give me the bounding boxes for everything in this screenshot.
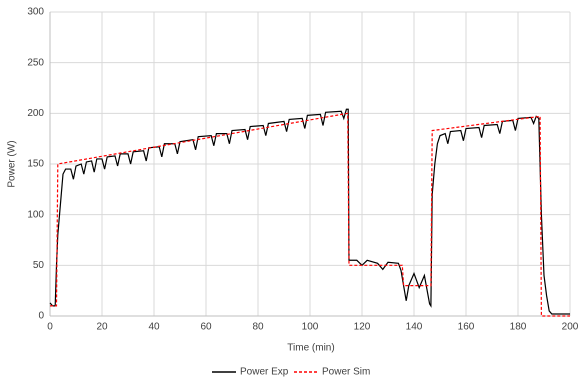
x-tick-label: 180 [510,322,527,333]
y-tick-label: 0 [38,311,44,322]
legend-label: Power Exp [240,367,289,378]
x-tick-label: 0 [47,322,53,333]
legend-label: Power Sim [322,367,370,378]
x-tick-label: 100 [302,322,319,333]
x-tick-label: 160 [458,322,475,333]
line-series [49,108,570,315]
x-tick-label: 140 [406,322,423,333]
x-axis-label: Time (min) [287,343,334,354]
y-tick-label: 300 [27,7,44,18]
y-tick-label: 150 [27,159,44,170]
x-tick-label: 120 [354,322,371,333]
y-tick-label: 250 [27,57,44,68]
x-tick-label: 200 [562,322,579,333]
line-series [50,112,570,317]
y-tick-label: 100 [27,209,44,220]
y-axis-label: Power (W) [7,140,18,187]
x-tick-label: 40 [148,322,160,333]
x-tick-label: 20 [96,322,108,333]
y-tick-label: 200 [27,108,44,119]
x-tick-label: 80 [252,322,264,333]
x-tick-label: 60 [200,322,212,333]
y-tick-label: 50 [33,260,45,271]
